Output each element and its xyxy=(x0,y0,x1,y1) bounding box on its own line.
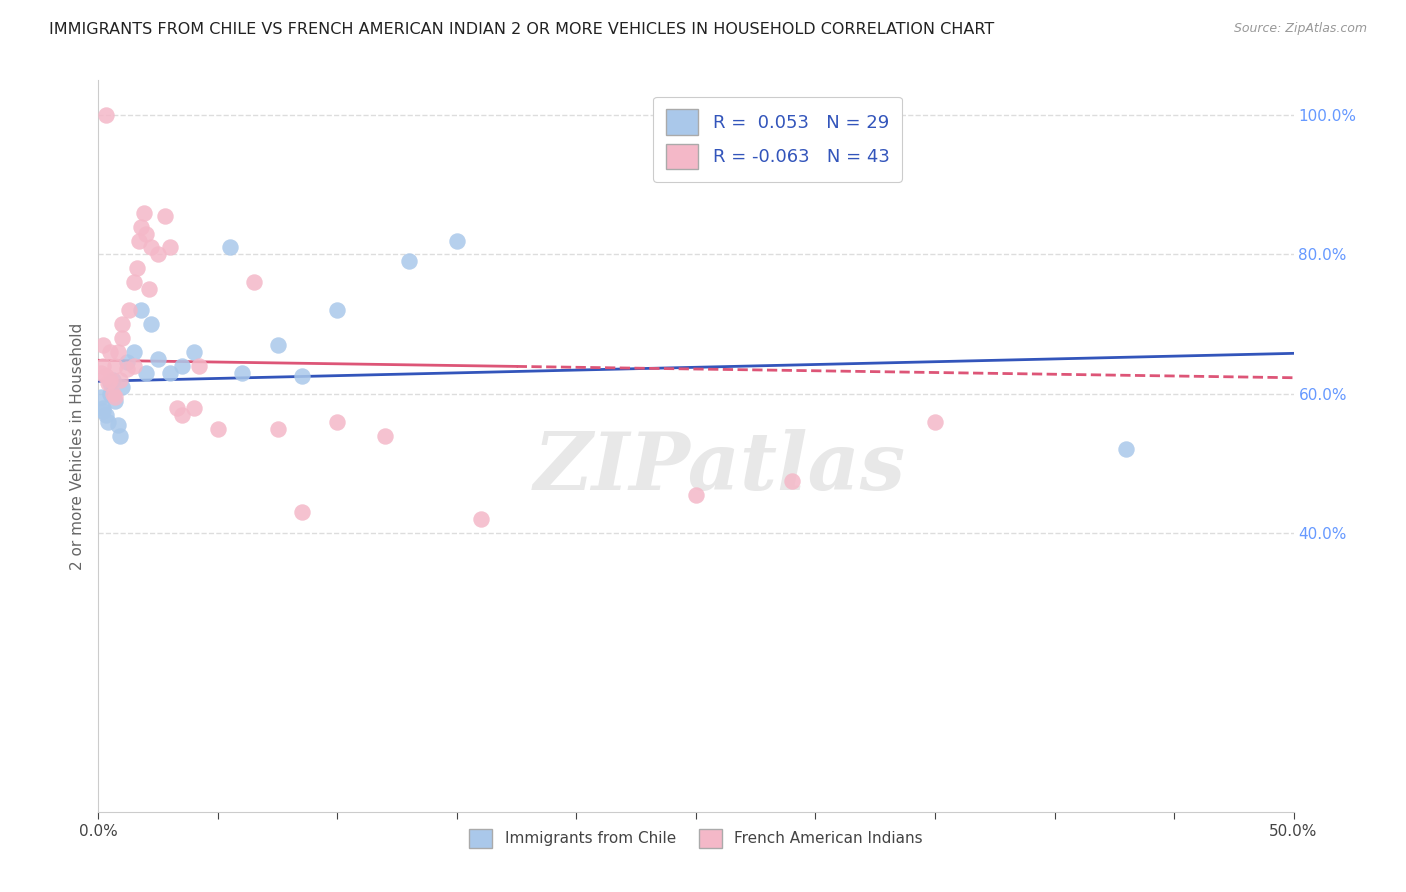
Point xyxy=(138,282,160,296)
Point xyxy=(231,366,253,380)
Point xyxy=(131,303,153,318)
Point xyxy=(148,247,170,261)
Point xyxy=(291,505,314,519)
Point xyxy=(115,355,138,369)
Point xyxy=(90,390,112,404)
Point xyxy=(326,415,349,429)
Point xyxy=(291,369,314,384)
Point xyxy=(172,408,194,422)
Point xyxy=(219,240,242,254)
Point xyxy=(243,275,266,289)
Point xyxy=(148,351,170,366)
Point xyxy=(94,408,117,422)
Point xyxy=(98,345,122,359)
Point xyxy=(108,373,131,387)
Text: IMMIGRANTS FROM CHILE VS FRENCH AMERICAN INDIAN 2 OR MORE VEHICLES IN HOUSEHOLD : IMMIGRANTS FROM CHILE VS FRENCH AMERICAN… xyxy=(49,22,994,37)
Point xyxy=(97,415,120,429)
Point xyxy=(107,418,129,433)
Point xyxy=(101,373,124,387)
Point xyxy=(108,428,131,442)
Point xyxy=(98,373,122,387)
Point xyxy=(97,376,120,391)
Point xyxy=(470,512,492,526)
Point xyxy=(104,390,127,404)
Point xyxy=(685,488,707,502)
Point xyxy=(267,421,290,435)
Point xyxy=(91,401,114,415)
Point xyxy=(780,474,803,488)
Point xyxy=(91,359,114,373)
Point xyxy=(374,428,396,442)
Point xyxy=(104,359,127,373)
Point xyxy=(115,362,138,376)
Point xyxy=(159,366,181,380)
Point xyxy=(172,359,194,373)
Point xyxy=(183,401,205,415)
Point xyxy=(131,219,153,234)
Point xyxy=(155,209,177,223)
Point xyxy=(98,386,122,401)
Point xyxy=(166,401,188,415)
Point xyxy=(107,345,129,359)
Point xyxy=(135,227,157,241)
Point xyxy=(111,317,134,331)
Point xyxy=(124,345,146,359)
Point xyxy=(128,234,150,248)
Point xyxy=(139,317,162,331)
Point xyxy=(101,386,124,401)
Legend: R =  0.053   N = 29, R = -0.063   N = 43: R = 0.053 N = 29, R = -0.063 N = 43 xyxy=(652,96,903,182)
Point xyxy=(118,303,141,318)
Point xyxy=(924,415,946,429)
Point xyxy=(398,254,420,268)
Point xyxy=(132,205,155,219)
Y-axis label: 2 or more Vehicles in Household: 2 or more Vehicles in Household xyxy=(69,322,84,570)
Point xyxy=(94,369,117,384)
Point xyxy=(1115,442,1137,457)
Point xyxy=(94,108,117,122)
Point xyxy=(98,376,122,391)
Point xyxy=(267,338,290,352)
Point xyxy=(183,345,205,359)
Point xyxy=(446,234,468,248)
Point xyxy=(135,366,157,380)
Point xyxy=(90,366,112,380)
Point xyxy=(124,359,146,373)
Text: Source: ZipAtlas.com: Source: ZipAtlas.com xyxy=(1233,22,1367,36)
Point xyxy=(91,338,114,352)
Point xyxy=(104,393,127,408)
Point xyxy=(187,359,209,373)
Point xyxy=(124,275,146,289)
Point xyxy=(159,240,181,254)
Point xyxy=(111,380,134,394)
Point xyxy=(125,261,148,276)
Point xyxy=(326,303,349,318)
Point xyxy=(91,404,114,418)
Point xyxy=(111,331,134,345)
Point xyxy=(139,240,162,254)
Point xyxy=(207,421,229,435)
Text: ZIPatlas: ZIPatlas xyxy=(534,429,905,507)
